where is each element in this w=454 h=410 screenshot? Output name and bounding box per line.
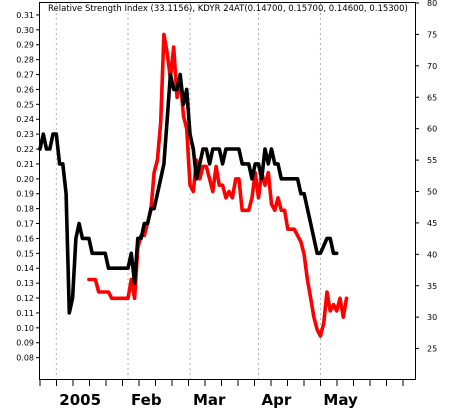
- left-tick-label: 0.15: [16, 249, 34, 258]
- right-tick-label: 80: [427, 0, 437, 8]
- left-tick-label: 0.09: [16, 339, 34, 348]
- left-tick-label: 0.25: [16, 100, 34, 109]
- left-tick-label: 0.29: [16, 41, 34, 50]
- month-label: Apr: [261, 391, 291, 409]
- left-tick-label: 0.11: [16, 309, 34, 318]
- left-tick-label: 0.26: [16, 85, 34, 94]
- left-tick-label: 0.18: [16, 205, 34, 214]
- left-axis: 0.31 0.30 0.29 0.28 0.27 0.26 0.25 0.24 0.23 0.22…: [16, 11, 40, 363]
- left-tick-label: 0.27: [16, 71, 34, 80]
- right-tick-label: 65: [427, 93, 437, 102]
- left-tick-label: 0.31: [16, 11, 34, 20]
- left-tick-label: 0.12: [16, 294, 34, 303]
- right-tick-label: 40: [427, 250, 437, 259]
- right-tick-label: 55: [427, 156, 437, 165]
- plot-frame: [39, 2, 416, 380]
- left-tick-label: 0.13: [16, 279, 34, 288]
- right-tick-label: 60: [427, 125, 437, 134]
- right-tick-label: 45: [427, 219, 437, 228]
- right-tick-label: 25: [427, 345, 437, 354]
- right-tick-label: 30: [427, 313, 437, 322]
- right-tick-label: 35: [427, 282, 437, 291]
- series-line-red: [87, 32, 349, 338]
- month-label: Mar: [193, 391, 226, 409]
- left-tick-label: 0.24: [16, 115, 34, 124]
- left-tick-label: 0.14: [16, 264, 34, 273]
- left-tick-label: 0.10: [16, 324, 34, 333]
- left-tick-label: 0.20: [16, 175, 34, 184]
- right-tick-label: 70: [427, 62, 437, 71]
- left-tick-label: 0.16: [16, 234, 34, 243]
- left-tick-label: 0.21: [16, 160, 34, 169]
- series-layer: [38, 32, 349, 338]
- x-axis: 2005 Feb Mar Apr May: [39, 380, 404, 409]
- series-line-black: [38, 72, 339, 315]
- left-tick-label: 0.28: [16, 56, 34, 65]
- month-label: May: [323, 391, 358, 409]
- left-tick-label: 0.30: [16, 26, 34, 35]
- left-tick-label: 0.08: [16, 354, 34, 363]
- right-tick-label: 50: [427, 188, 437, 197]
- left-tick-label: 0.22: [16, 145, 34, 154]
- legend-text: Relative Strength Index (33.1156), KDYR …: [48, 4, 408, 14]
- left-tick-label: 0.19: [16, 190, 34, 199]
- month-label: Feb: [131, 391, 162, 409]
- month-label: 2005: [59, 391, 101, 409]
- left-tick-label: 0.17: [16, 220, 34, 229]
- left-tick-label: 0.23: [16, 130, 34, 139]
- right-tick-label: 75: [427, 30, 437, 39]
